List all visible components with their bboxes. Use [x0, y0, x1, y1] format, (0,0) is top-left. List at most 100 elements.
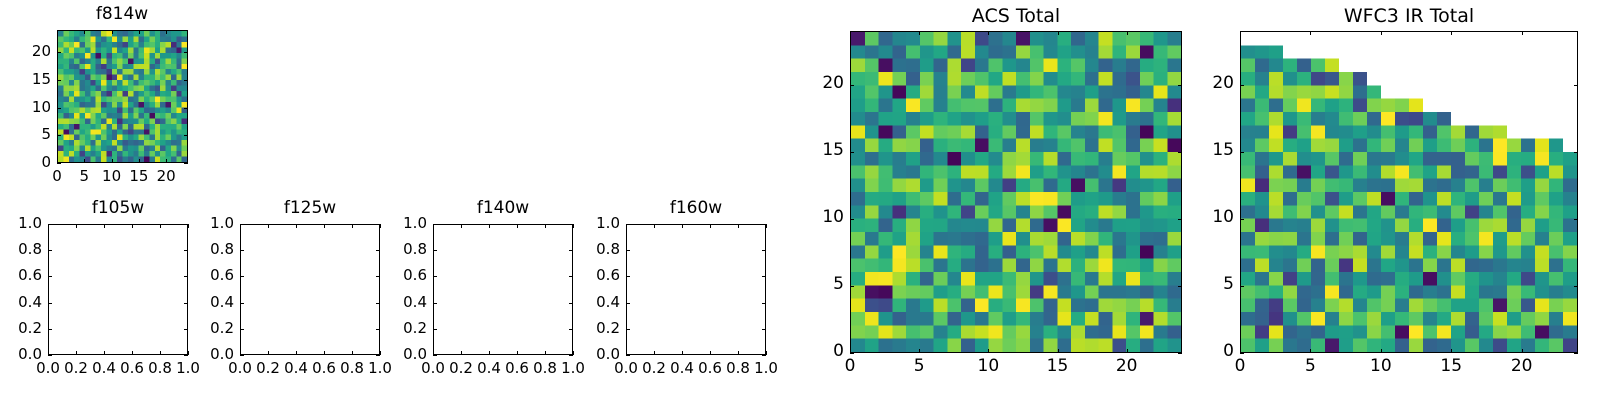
- y-tick-label-f160w: 0.2: [596, 318, 620, 337]
- x-tick-f105w: [48, 351, 49, 355]
- x-tick-f160w: [626, 351, 627, 355]
- y-tick-f105w: [48, 224, 52, 225]
- x-tick-wfc3-ir-total: [1451, 349, 1452, 353]
- x-tick-label-f140w: 1.0: [561, 359, 585, 377]
- y-tick-f160w: [626, 303, 630, 304]
- y-tick-acs-total: [850, 85, 854, 86]
- y-tick-acs-total: [1178, 152, 1182, 153]
- y-tick-f105w: [184, 329, 188, 330]
- x-tick-wfc3-ir-total: [1310, 349, 1311, 353]
- x-tick-f140w: [489, 224, 490, 228]
- x-tick-label-f140w: 0.6: [505, 359, 529, 377]
- x-tick-f125w: [240, 351, 241, 355]
- x-tick-label-f814w: 10: [102, 167, 122, 185]
- y-tick-f140w: [569, 224, 573, 225]
- x-tick-f105w: [104, 224, 105, 228]
- panel-title-f125w: f125w: [283, 198, 337, 218]
- x-tick-f105w: [76, 351, 77, 355]
- x-tick-f105w: [188, 224, 189, 228]
- y-tick-f105w: [184, 250, 188, 251]
- x-tick-f125w: [352, 351, 353, 355]
- y-tick-acs-total: [850, 286, 854, 287]
- y-tick-f814w: [184, 135, 188, 136]
- y-tick-label-f814w: 15: [31, 69, 51, 88]
- x-tick-f125w: [352, 224, 353, 228]
- x-tick-f140w: [545, 224, 546, 228]
- y-tick-f125w: [240, 329, 244, 330]
- x-tick-f814w: [57, 159, 58, 163]
- y-tick-f125w: [240, 303, 244, 304]
- y-tick-wfc3-ir-total: [1240, 219, 1244, 220]
- x-tick-label-f125w: 0.2: [256, 359, 280, 377]
- y-tick-f125w: [376, 276, 380, 277]
- y-tick-wfc3-ir-total: [1574, 152, 1578, 153]
- y-tick-label-f160w: 0.0: [596, 345, 620, 363]
- x-tick-wfc3-ir-total: [1310, 31, 1311, 35]
- y-tick-wfc3-ir-total: [1574, 286, 1578, 287]
- x-tick-label-f160w: 0.4: [670, 359, 694, 377]
- x-tick-f814w: [166, 30, 167, 34]
- y-tick-label-acs-total: 15: [822, 139, 844, 160]
- panel-title-f814w: f814w: [95, 4, 149, 24]
- x-tick-label-acs-total: 5: [913, 356, 925, 376]
- y-tick-label-wfc3-ir-total: 5: [1223, 273, 1234, 294]
- x-tick-label-f814w: 15: [129, 167, 149, 185]
- x-tick-f814w: [84, 30, 85, 34]
- y-tick-label-f125w: 0.6: [210, 266, 234, 285]
- x-tick-acs-total: [1127, 31, 1128, 35]
- y-tick-label-f125w: 0.4: [210, 292, 234, 311]
- y-tick-label-f814w: 20: [31, 42, 51, 61]
- x-tick-label-wfc3-ir-total: 15: [1440, 356, 1463, 376]
- y-tick-f105w: [48, 276, 52, 277]
- x-tick-label-f160w: 1.0: [754, 359, 778, 377]
- x-tick-label-f140w: 0.8: [533, 359, 557, 377]
- y-tick-f160w: [626, 250, 630, 251]
- x-tick-f140w: [517, 224, 518, 228]
- x-tick-f105w: [160, 351, 161, 355]
- y-tick-f140w: [433, 355, 437, 356]
- y-tick-label-wfc3-ir-total: 10: [1212, 206, 1234, 227]
- x-tick-label-acs-total: 10: [977, 356, 1000, 376]
- x-tick-f814w: [139, 30, 140, 34]
- y-tick-f160w: [762, 355, 766, 356]
- x-tick-f105w: [104, 351, 105, 355]
- x-tick-label-f125w: 1.0: [368, 359, 392, 377]
- y-tick-label-f105w: 0.8: [18, 240, 42, 259]
- x-tick-label-wfc3-ir-total: 0: [1234, 356, 1246, 376]
- y-tick-f140w: [433, 250, 437, 251]
- y-tick-wfc3-ir-total: [1574, 353, 1578, 354]
- y-tick-label-f140w: 0.0: [403, 345, 427, 363]
- y-tick-f160w: [626, 329, 630, 330]
- x-tick-label-f105w: 1.0: [176, 359, 200, 377]
- plot-area-wfc3-ir-total: [1240, 31, 1578, 353]
- y-tick-label-f125w: 0.8: [210, 240, 234, 259]
- y-tick-label-f140w: 0.8: [403, 240, 427, 259]
- y-tick-f814w: [57, 52, 61, 53]
- x-tick-label-acs-total: 0: [844, 356, 856, 376]
- y-tick-label-f140w: 0.4: [403, 292, 427, 311]
- x-tick-label-f814w: 5: [79, 167, 90, 185]
- y-tick-label-f125w: 1.0: [210, 214, 234, 232]
- x-tick-wfc3-ir-total: [1381, 31, 1382, 35]
- x-tick-label-f125w: 0.0: [228, 359, 252, 377]
- x-tick-f105w: [48, 224, 49, 228]
- x-tick-label-f160w: 0.2: [642, 359, 666, 377]
- y-tick-label-acs-total: 5: [833, 273, 844, 294]
- x-tick-f105w: [76, 224, 77, 228]
- y-tick-wfc3-ir-total: [1574, 219, 1578, 220]
- y-tick-label-f140w: 0.6: [403, 266, 427, 285]
- x-tick-f140w: [461, 224, 462, 228]
- y-tick-f125w: [376, 250, 380, 251]
- panel-title-f140w: f140w: [476, 198, 530, 218]
- y-tick-label-f140w: 1.0: [403, 214, 427, 232]
- heatmap-wfc3-ir-total: [1241, 32, 1577, 352]
- panel-title-f105w: f105w: [91, 198, 145, 218]
- x-tick-label-f160w: 0.6: [698, 359, 722, 377]
- x-tick-f140w: [545, 351, 546, 355]
- y-tick-label-f814w: 0: [41, 153, 51, 171]
- x-tick-label-f160w: 0.8: [726, 359, 750, 377]
- x-tick-f125w: [240, 224, 241, 228]
- y-tick-f814w: [184, 163, 188, 164]
- plot-area-acs-total: [850, 31, 1182, 353]
